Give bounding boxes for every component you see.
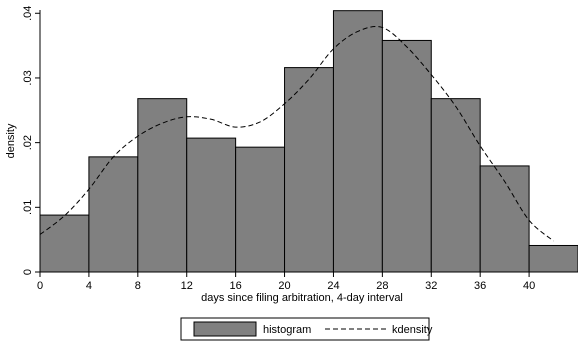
- y-tick-label: .01: [22, 200, 34, 215]
- histogram-bar-8: [430, 98, 481, 273]
- x-tick-label: 8: [135, 280, 141, 292]
- histogram-bar-1: [88, 156, 139, 273]
- x-tick-label: 24: [327, 280, 339, 292]
- histogram-bar-6: [332, 10, 383, 273]
- x-tick-label: 40: [523, 280, 535, 292]
- y-tick-label: .02: [22, 135, 34, 150]
- histogram-bars: [39, 10, 578, 273]
- histogram-bar-9: [479, 165, 530, 273]
- y-tick-label: .04: [22, 6, 34, 21]
- legend-histogram-swatch: [193, 321, 257, 337]
- x-tick-label: 0: [37, 280, 43, 292]
- legend: histogram kdensity: [180, 317, 433, 341]
- x-tick-label: 32: [425, 280, 437, 292]
- x-tick-label: 4: [86, 280, 92, 292]
- y-tick-label: .03: [22, 70, 34, 85]
- x-axis: 0 4 8 12 16 20 24 28 32 36 40: [37, 271, 578, 292]
- x-tick-label: 12: [181, 280, 193, 292]
- x-tick-label: 20: [278, 280, 290, 292]
- kdensity-line: [39, 26, 554, 242]
- histogram-bar-7: [381, 39, 432, 273]
- legend-histogram-label: histogram: [263, 324, 311, 336]
- y-axis: 0 .01 .02 .03 .04: [22, 6, 41, 275]
- x-tick-label: 16: [230, 280, 242, 292]
- histogram-bar-4: [235, 146, 286, 273]
- x-tick-label: 28: [376, 280, 388, 292]
- x-tick-label: 36: [474, 280, 486, 292]
- legend-kdensity-label: kdensity: [392, 324, 433, 336]
- y-axis-title: density: [5, 123, 17, 158]
- x-axis-title: days since filing arbitration, 4-day int…: [201, 292, 403, 304]
- histogram-bar-0: [39, 214, 90, 273]
- histogram-bar-3: [186, 137, 237, 273]
- y-tick-label: 0: [22, 269, 34, 275]
- histogram-bar-10: [528, 244, 578, 273]
- histogram-bar-2: [137, 98, 188, 273]
- histogram-bar-5: [284, 67, 334, 273]
